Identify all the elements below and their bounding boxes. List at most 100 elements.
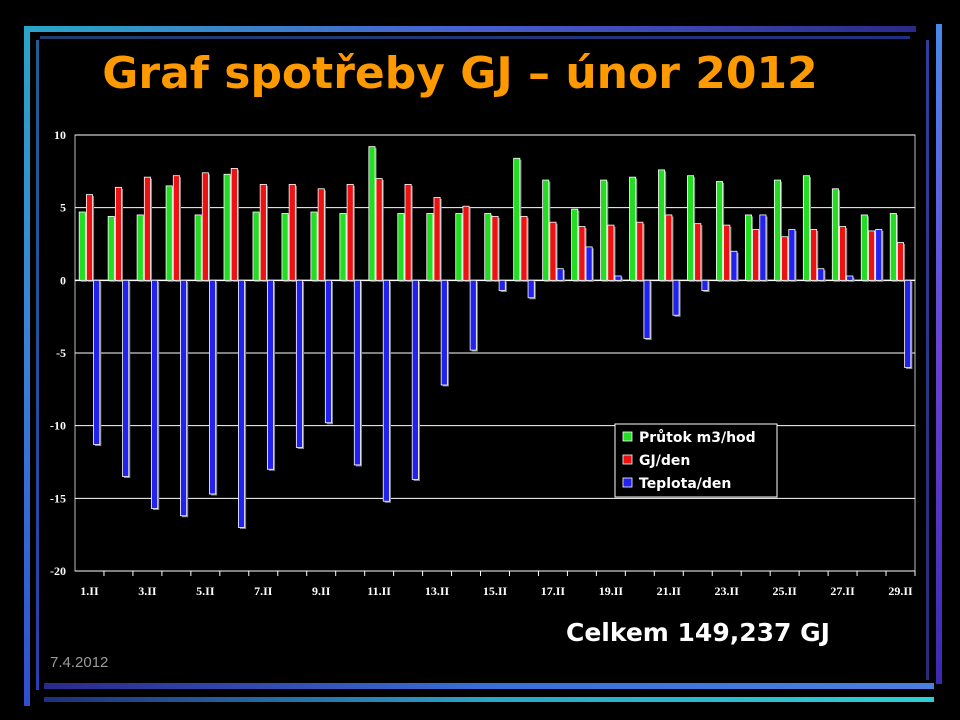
- bar-gj: [317, 188, 325, 281]
- bar-teplota: [469, 279, 477, 351]
- bar-gj: [230, 168, 238, 281]
- bar-teplota: [643, 279, 651, 339]
- x-tick-label: 7.II: [254, 584, 273, 598]
- bar-gj: [665, 214, 673, 281]
- bar-teplota: [614, 275, 622, 281]
- frame-bar-right-thin: [926, 40, 929, 680]
- legend-entry: GJ/den: [639, 453, 690, 469]
- bar-prutok: [339, 213, 347, 281]
- bar-gj: [375, 178, 383, 281]
- bar-prutok: [310, 211, 318, 281]
- bar-teplota: [440, 279, 448, 386]
- bar-teplota: [498, 279, 506, 291]
- bar-gj: [549, 221, 557, 281]
- x-tick-label: 27.II: [830, 584, 855, 598]
- bar-gj: [607, 224, 615, 281]
- bar-teplota: [353, 279, 361, 466]
- bar-teplota: [209, 279, 217, 495]
- bar-teplota: [875, 229, 883, 281]
- frame-bar-bottom: [44, 683, 934, 689]
- bar-teplota: [701, 279, 709, 291]
- frame-bar-top-thin: [40, 36, 910, 39]
- bar-prutok: [484, 213, 492, 281]
- bar-prutok: [136, 214, 144, 281]
- bar-prutok: [281, 213, 289, 281]
- bar-prutok: [744, 214, 752, 281]
- bar-gj: [491, 215, 499, 281]
- x-tick-label: 3.II: [138, 584, 157, 598]
- bar-gj: [694, 223, 702, 281]
- bar-gj: [868, 230, 876, 281]
- y-tick-label: 0: [60, 273, 66, 287]
- frame-bar-bottom-2: [44, 697, 934, 702]
- bar-teplota: [151, 279, 159, 509]
- bar-prutok: [802, 175, 810, 281]
- bar-prutok: [716, 181, 724, 281]
- bar-teplota: [730, 250, 738, 281]
- legend-swatch: [622, 454, 633, 465]
- bar-gj: [723, 224, 731, 281]
- bar-teplota: [788, 229, 796, 281]
- bar-gj: [578, 226, 586, 281]
- bar-gj: [810, 229, 818, 281]
- bar-teplota: [266, 279, 274, 470]
- x-tick-label: 25.II: [772, 584, 797, 598]
- bar-prutok: [513, 157, 521, 281]
- bar-teplota: [238, 279, 246, 528]
- bar-gj: [781, 236, 789, 281]
- bar-teplota: [585, 246, 593, 281]
- bar-prutok: [194, 214, 202, 281]
- bar-prutok: [165, 185, 173, 281]
- bar-teplota: [295, 279, 303, 448]
- bar-gj: [520, 215, 528, 281]
- bar-prutok: [773, 179, 781, 281]
- x-tick-label: 17.II: [541, 584, 566, 598]
- x-tick-label: 21.II: [657, 584, 682, 598]
- bar-prutok: [889, 213, 897, 281]
- bar-gj: [288, 184, 296, 281]
- x-tick-label: 13.II: [425, 584, 450, 598]
- y-tick-label: -5: [56, 346, 66, 360]
- bar-prutok: [831, 188, 839, 281]
- bar-teplota: [122, 279, 130, 477]
- bar-prutok: [426, 213, 434, 281]
- bar-teplota: [672, 279, 680, 316]
- legend: [614, 423, 778, 498]
- bar-gj: [433, 197, 441, 281]
- bar-prutok: [629, 176, 637, 281]
- bar-gj: [636, 221, 644, 281]
- bar-prutok: [455, 213, 463, 281]
- legend-swatch: [622, 431, 633, 442]
- bar-gj: [346, 184, 354, 281]
- bar-gj: [114, 186, 122, 281]
- bar-prutok: [252, 211, 260, 281]
- frame-bar-left: [24, 26, 30, 706]
- page-title: Graf spotřeby GJ – únor 2012: [102, 48, 818, 99]
- bar-teplota: [324, 279, 332, 424]
- frame-bar-top: [26, 26, 916, 32]
- frame-bar-right: [936, 24, 942, 684]
- bar-prutok: [107, 215, 115, 281]
- x-tick-label: 1.II: [80, 584, 99, 598]
- bar-gj: [404, 184, 412, 281]
- y-tick-label: -10: [50, 419, 66, 433]
- bar-prutok: [658, 169, 666, 281]
- total-consumption: Celkem 149,237 GJ: [566, 618, 830, 647]
- x-tick-label: 29.II: [888, 584, 913, 598]
- bar-gj: [201, 172, 209, 281]
- bar-prutok: [397, 213, 405, 281]
- bar-teplota: [382, 279, 390, 502]
- bar-gj: [752, 229, 760, 281]
- legend-entry: Průtok m3/hod: [639, 429, 756, 446]
- legend-entry: Teplota/den: [639, 476, 731, 492]
- bar-prutok: [368, 146, 376, 281]
- bar-teplota: [556, 268, 564, 281]
- bar-teplota: [846, 275, 854, 281]
- x-tick-label: 15.II: [483, 584, 508, 598]
- x-tick-label: 11.II: [367, 584, 391, 598]
- bar-gj: [172, 175, 180, 281]
- bar-gj: [839, 226, 847, 281]
- y-tick-label: 5: [60, 201, 66, 215]
- y-tick-label: -15: [50, 491, 66, 505]
